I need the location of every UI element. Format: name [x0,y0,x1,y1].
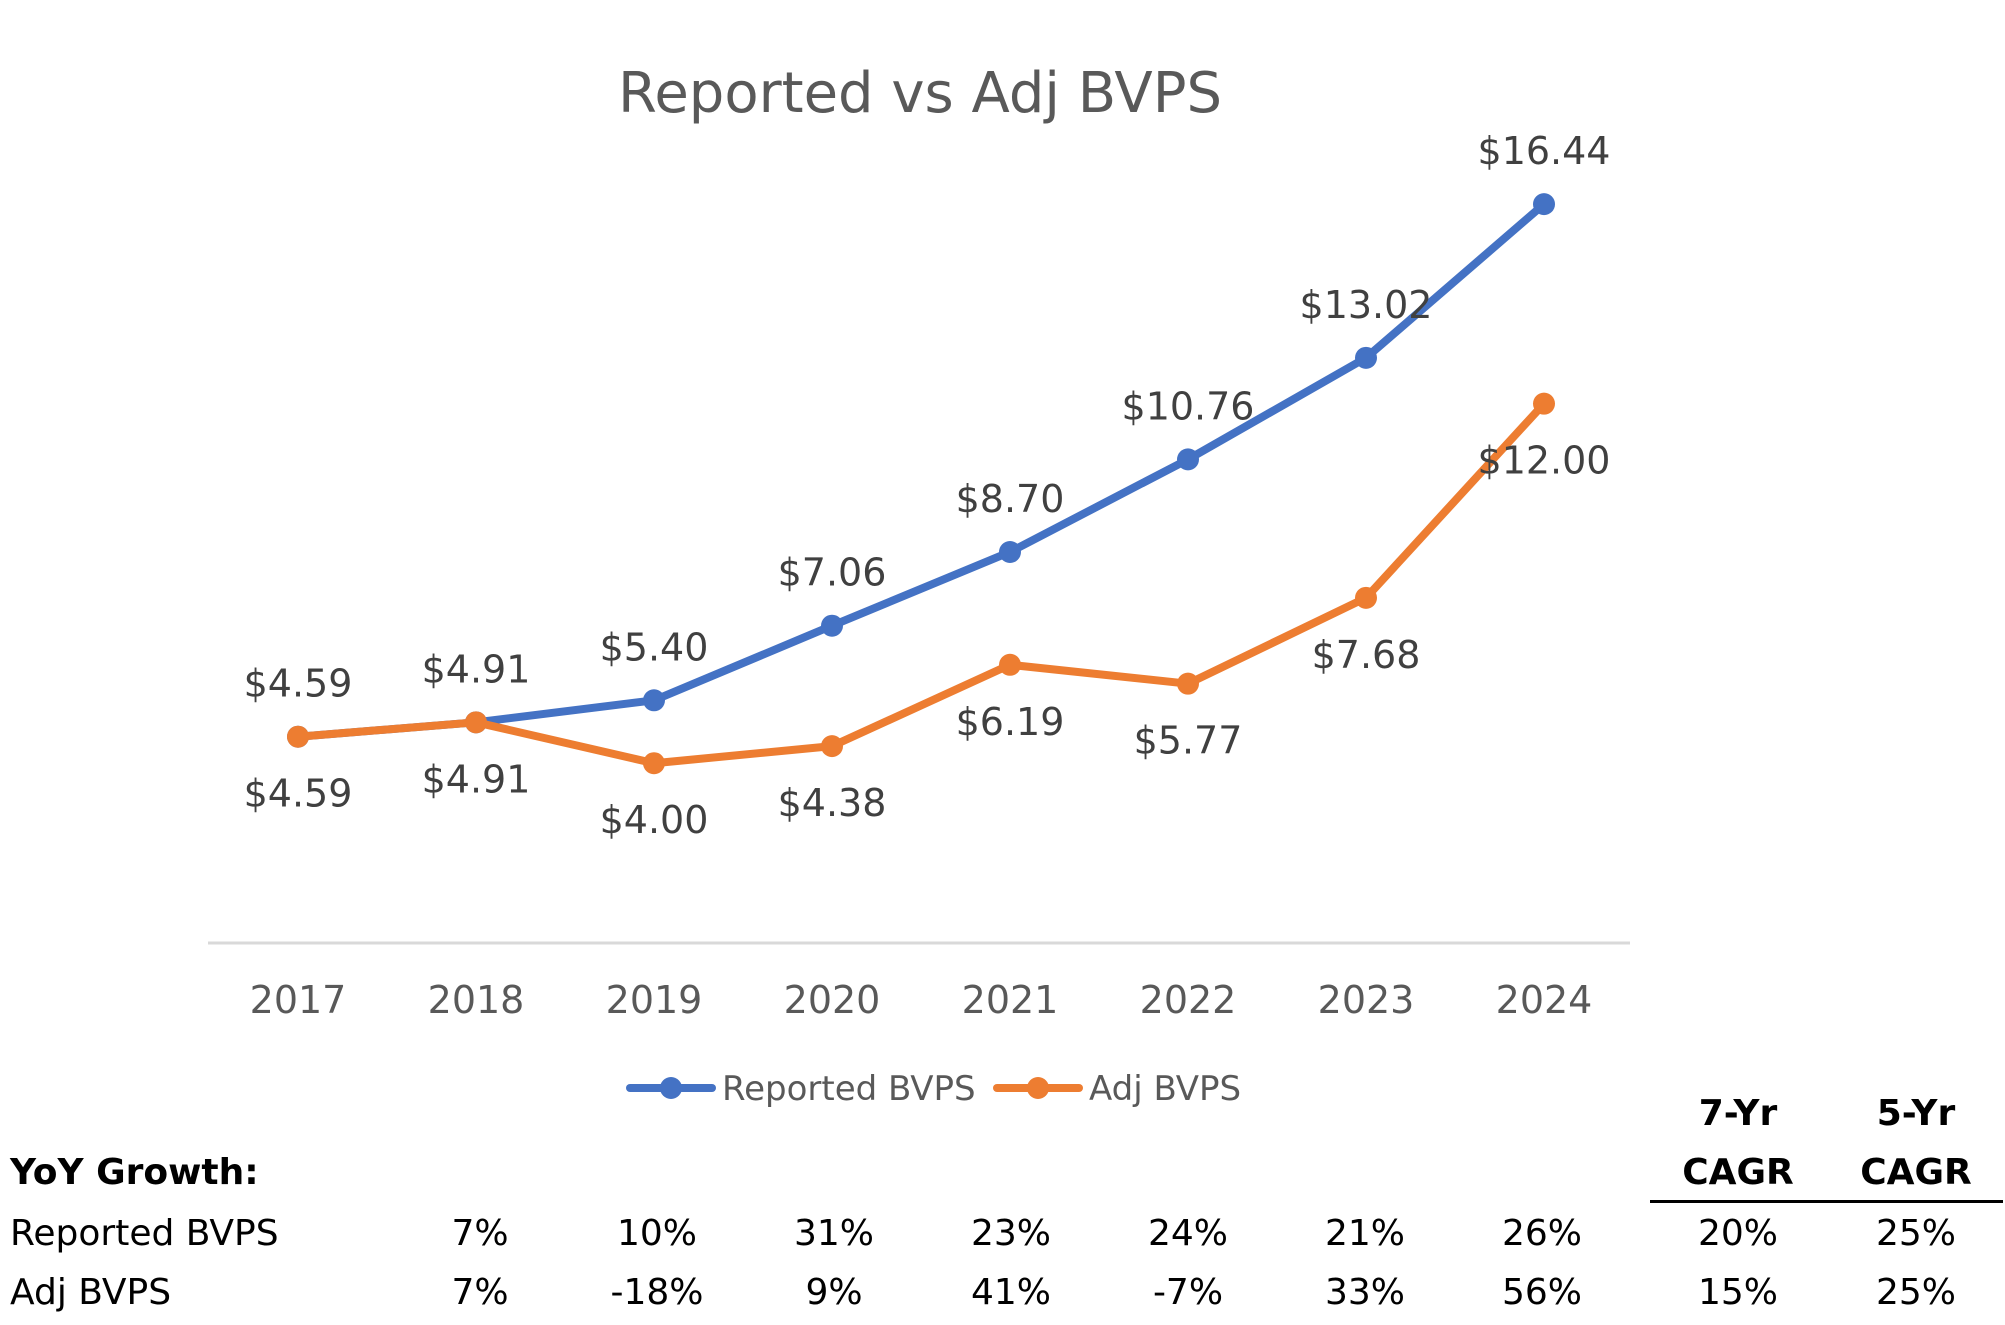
legend-label: Reported BVPS [722,1069,976,1109]
data-point [1177,448,1199,471]
chart-title: Reported vs Adj BVPS [618,61,1222,126]
data-point [999,653,1021,676]
data-label: $6.19 [956,700,1065,744]
data-point [821,614,843,637]
series-line [294,200,1548,741]
data-label: $4.91 [422,757,531,801]
data-label: $4.59 [244,772,353,816]
series-reported-bvps: $4.59 $4.91 $5.40 $7.06 $8.70 $10.76 $13.02 $16… [244,129,1611,748]
x-tick-label: 2018 [428,978,525,1022]
x-tick-label: 2023 [1318,978,1415,1022]
data-point [1355,586,1377,609]
x-tick-label: 2021 [962,978,1059,1022]
x-tick-label: 2022 [1140,978,1237,1022]
data-point [287,725,309,748]
data-point [465,711,487,734]
x-tick-label: 2024 [1496,978,1593,1022]
data-label: $16.44 [1478,129,1611,173]
data-label: $4.59 [244,662,353,706]
data-point [1177,672,1199,695]
data-label: $10.76 [1122,384,1255,428]
series-layer: $4.59 $4.91 $5.40 $7.06 $8.70 $10.76 $13.02 $16… [244,129,1611,842]
data-point [1355,346,1377,369]
x-tick-label: 2020 [784,978,881,1022]
data-point [821,735,843,758]
x-tick-label: 2019 [606,978,703,1022]
data-label: $4.38 [778,781,887,825]
data-label: $4.00 [600,798,709,842]
legend-swatch-marker [660,1077,682,1099]
data-point [1533,193,1555,216]
series-line [294,399,1548,768]
legend: Reported BVPS Adj BVPS [626,1069,1241,1109]
data-label: $13.02 [1300,283,1433,327]
data-label: $5.77 [1134,719,1243,763]
data-label: $7.68 [1312,633,1421,677]
data-label: $12.00 [1478,439,1611,483]
series-adj-bvps: $4.59 $4.91 $4.00 $4.38 $6.19 $5.77 $7.68 $12.0… [244,392,1611,842]
legend-item: Adj BVPS [993,1069,1241,1109]
data-point [1533,392,1555,415]
data-label: $4.91 [422,647,531,691]
data-point [999,540,1021,563]
legend-swatch-marker [1027,1077,1049,1099]
data-point [643,689,665,712]
legend-item: Reported BVPS [626,1069,976,1109]
data-label: $7.06 [778,551,887,595]
data-label: $8.70 [956,477,1065,521]
data-point [643,752,665,775]
x-tick-label: 2017 [250,978,347,1022]
data-label: $5.40 [600,625,709,669]
legend-label: Adj BVPS [1089,1069,1241,1109]
x-axis-ticks: 2017 2018 2019 2020 2021 2022 2023 2024 [250,978,1593,1022]
